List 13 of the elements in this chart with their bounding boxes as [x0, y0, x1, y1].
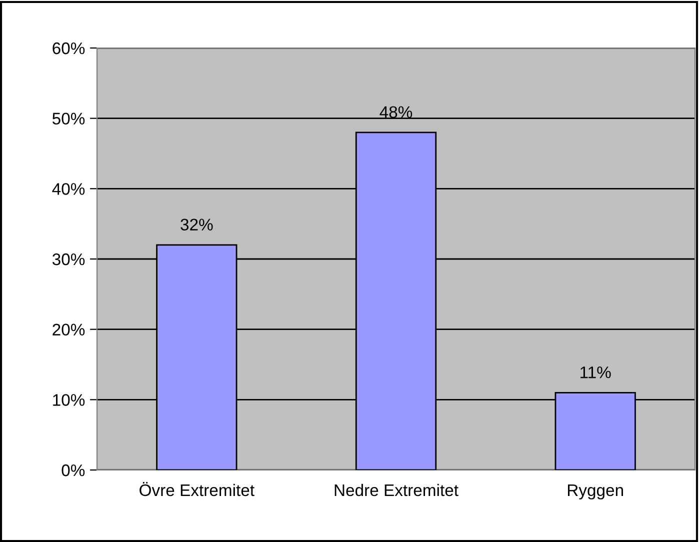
y-tick-label: 0%: [62, 464, 85, 476]
y-tick-label: 10%: [53, 394, 85, 406]
y-tick-label: 40%: [52, 183, 85, 195]
data-label: 11%: [580, 366, 611, 378]
data-label: 48%: [380, 106, 412, 118]
y-tick-label: 30%: [52, 253, 85, 266]
y-tick-label: 20%: [52, 324, 85, 336]
x-tick-label: Nedre Extremitet: [334, 484, 458, 496]
x-tick-label: Ryggen: [568, 484, 623, 500]
y-tick-label: 60%: [52, 42, 85, 54]
x-tick-label: Övre Extremitet: [140, 482, 254, 496]
y-tick-label: 50%: [52, 112, 85, 125]
data-label: 32%: [180, 218, 213, 231]
